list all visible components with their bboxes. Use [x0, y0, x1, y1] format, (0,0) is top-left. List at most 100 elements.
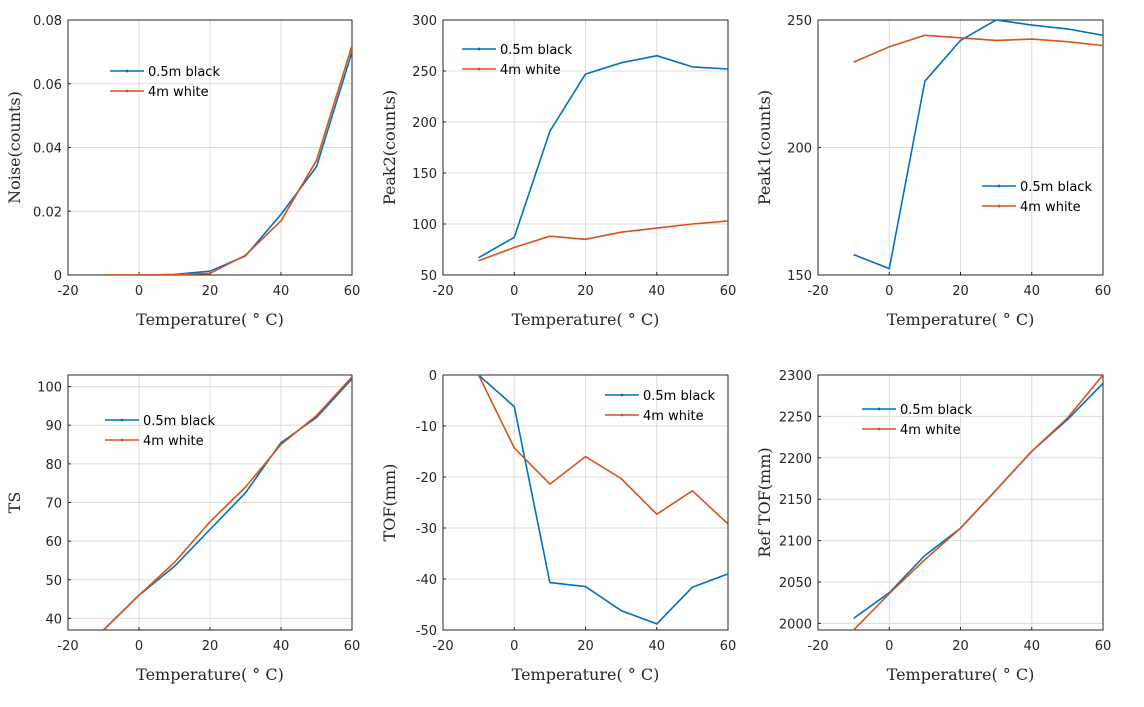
x-tick-label: 60 [1095, 639, 1112, 654]
legend: 0.5m black 4m white [462, 43, 572, 78]
legend-marker-orange-series [125, 89, 129, 93]
legend-marker-blue-series [620, 393, 624, 397]
x-tick-label: 60 [1095, 284, 1112, 299]
x-tick-label: -20 [432, 639, 453, 654]
y-tick-label: -50 [416, 624, 437, 639]
x-tick-label: 60 [720, 284, 737, 299]
legend: 0.5m black 4m white [862, 403, 972, 438]
y-axis-label: TOF(mm) [380, 464, 399, 542]
x-tick-label: -20 [57, 639, 78, 654]
y-tick-label: 300 [412, 14, 437, 29]
legend-label: 4m white [1020, 200, 1081, 215]
subplot-5: -20 0 20 40 60 -50 -40 -30 -20 -10 0 Temperature( °… [380, 369, 736, 684]
legend: 0.5m black 4m white [105, 414, 215, 449]
x-tick-label: 0 [135, 639, 143, 654]
x-tick-label: -20 [807, 639, 828, 654]
blue-series-line [478, 375, 728, 625]
x-tick-label: 0 [135, 284, 143, 299]
legend-label: 4m white [148, 85, 209, 100]
x-tick-label: 40 [1023, 639, 1040, 654]
y-tick-label: 100 [37, 381, 62, 396]
y-axis-label: Peak1(counts) [755, 90, 774, 205]
y-tick-label: 2250 [779, 410, 812, 425]
x-axis-label: Temperature( ° C) [136, 665, 284, 684]
x-tick-label: 0 [510, 284, 518, 299]
y-tick-label: 2200 [779, 452, 812, 467]
x-tick-label: 40 [648, 284, 665, 299]
x-tick-label: 0 [510, 639, 518, 654]
legend-marker-blue-series [477, 47, 481, 51]
y-tick-label: 60 [45, 535, 62, 550]
legend-label: 0.5m black [500, 43, 572, 58]
orange-series-line [853, 375, 1103, 630]
legend-marker-orange-series [477, 67, 481, 71]
x-tick-label: 60 [720, 639, 737, 654]
x-tick-label: 40 [648, 639, 665, 654]
legend-label: 0.5m black [643, 389, 715, 404]
y-tick-label: 150 [787, 269, 812, 284]
legend: 0.5m black 4m white [982, 180, 1092, 215]
legend-marker-orange-series [997, 204, 1001, 208]
subplot-2: -20 0 20 40 60 50 100 150 200 250 300 Temperature( … [380, 14, 736, 329]
y-tick-label: 2300 [779, 369, 812, 384]
y-tick-label: 90 [45, 419, 62, 434]
y-tick-label: 0 [429, 369, 437, 384]
y-tick-label: 80 [45, 458, 62, 473]
y-tick-label: -40 [416, 573, 437, 588]
y-tick-label: 2000 [779, 617, 812, 632]
x-tick-label: 20 [202, 284, 219, 299]
subplot-6: -20 0 20 40 60 2000 2050 2100 2150 2200 2250 2300 Te… [755, 369, 1111, 684]
legend-label: 4m white [643, 409, 704, 424]
y-tick-label: 0.06 [33, 78, 62, 93]
y-tick-label: 50 [420, 269, 437, 284]
y-tick-label: 0.08 [33, 14, 62, 29]
y-tick-label: 0.02 [33, 205, 62, 220]
orange-series-line [102, 376, 352, 630]
y-tick-label: 40 [45, 612, 62, 627]
x-axis-label: Temperature( ° C) [887, 310, 1035, 329]
blue-series-line [853, 20, 1103, 270]
x-tick-label: 40 [273, 639, 290, 654]
y-axis-label: Noise(counts) [5, 91, 24, 204]
y-tick-label: 0 [54, 269, 62, 284]
legend-label: 4m white [143, 434, 204, 449]
y-tick-label: 200 [787, 142, 812, 157]
y-axis-label: Peak2(counts) [380, 90, 399, 205]
x-axis-label: Temperature( ° C) [136, 310, 284, 329]
legend-label: 0.5m black [148, 65, 220, 80]
x-tick-label: 0 [885, 639, 893, 654]
legend-label: 0.5m black [1020, 180, 1092, 195]
legend-marker-orange-series [620, 413, 624, 417]
y-tick-label: -30 [416, 522, 437, 537]
y-axis-label: Ref TOF(mm) [755, 447, 774, 557]
y-tick-label: 200 [412, 116, 437, 131]
y-axis-label: TS [5, 492, 24, 514]
subplot-4: -20 0 20 40 60 40 50 60 70 80 90 100 Temperature( ° … [5, 374, 360, 684]
x-tick-label: 20 [952, 639, 969, 654]
y-tick-label: 2050 [779, 576, 812, 591]
legend-marker-blue-series [877, 407, 881, 411]
y-tick-label: 2150 [779, 493, 812, 508]
orange-series-line [103, 45, 352, 275]
y-tick-label: -10 [416, 420, 437, 435]
y-tick-label: 150 [412, 167, 437, 182]
y-tick-label: 250 [412, 65, 437, 80]
x-tick-label: -20 [432, 284, 453, 299]
subplot-1: -20 0 20 40 6000.020.040.060.08Temperature( … [5, 14, 360, 329]
legend-marker-orange-series [120, 438, 124, 442]
legend-label: 4m white [500, 63, 561, 78]
legend-marker-orange-series [877, 427, 881, 431]
x-tick-label: 20 [577, 284, 594, 299]
subplot-3: -20 0 20 40 60 150 200 250 Temperature( ° C) Peak… [755, 14, 1111, 329]
x-tick-label: 40 [1023, 284, 1040, 299]
x-tick-label: 60 [344, 284, 361, 299]
legend-marker-blue-series [120, 418, 124, 422]
legend-marker-blue-series [125, 69, 129, 73]
y-tick-label: 0.04 [33, 142, 62, 157]
y-tick-label: 70 [45, 497, 62, 512]
x-tick-label: 0 [885, 284, 893, 299]
x-axis-label: Temperature( ° C) [512, 310, 660, 329]
x-tick-label: 20 [577, 639, 594, 654]
